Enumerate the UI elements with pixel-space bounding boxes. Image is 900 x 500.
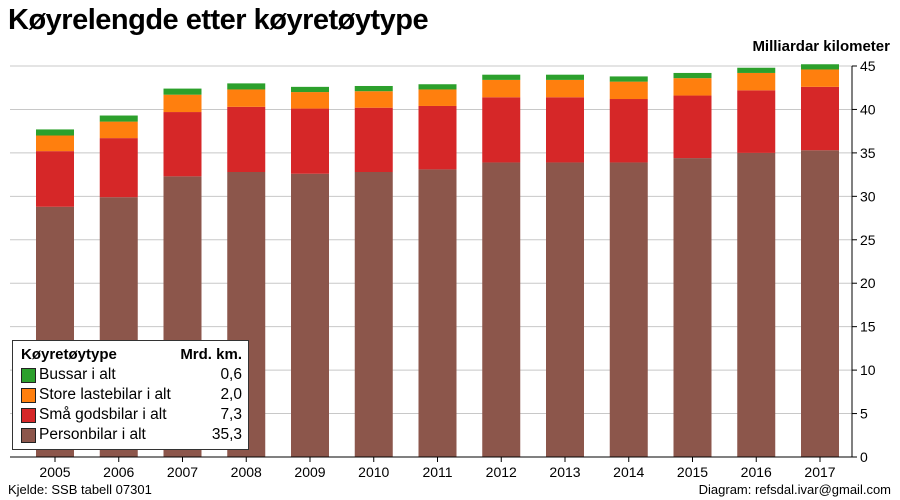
- legend-value-large-trucks: 2,0: [220, 386, 242, 403]
- x-tick-label: 2017: [804, 464, 835, 480]
- bar-segment: [482, 162, 521, 458]
- bar-segment: [482, 74, 521, 80]
- x-tick-label: 2006: [103, 464, 134, 480]
- bar-segment: [291, 86, 329, 93]
- bar-segment: [482, 79, 521, 98]
- chart-title: Køyrelengde etter køyretøytype: [8, 4, 429, 36]
- legend-label-vans: Små godsbilar i alt: [39, 406, 167, 423]
- axes: 0 5 10 15 20 25 30 35 40 45 2005 2006 2007 2008 2009 20…: [10, 58, 876, 480]
- x-tick-label: 2010: [358, 464, 389, 480]
- source-note: Kjelde: SSB tabell 07301: [8, 482, 152, 497]
- bar-segment: [673, 95, 712, 159]
- legend-item-large-trucks: Store lastebilar i alt 2,0: [21, 385, 242, 405]
- bar-segment: [801, 64, 839, 70]
- bar-segment: [354, 107, 393, 173]
- bar-segment: [546, 74, 584, 80]
- legend-item-buses: Bussar i alt 0,6: [21, 365, 242, 385]
- bar-segment: [99, 138, 138, 198]
- legend-value-cars: 35,3: [211, 426, 242, 443]
- legend-label-large-trucks: Store lastebilar i alt: [39, 386, 171, 403]
- x-tick-label: 2005: [39, 464, 70, 480]
- bar-segment: [163, 88, 202, 95]
- y-tick-label: 10: [860, 362, 876, 378]
- y-tick-label: 30: [860, 188, 876, 204]
- x-tick-label: 2011: [422, 464, 452, 480]
- bar-segment: [36, 135, 74, 152]
- bar-segment: [418, 84, 457, 90]
- legend-value-vans: 7,3: [220, 406, 242, 423]
- bar-segment: [36, 129, 74, 136]
- bar-segment: [163, 94, 202, 113]
- y-tick-label: 0: [860, 449, 868, 465]
- x-tick-label: 2014: [613, 464, 644, 480]
- legend-label-buses: Bussar i alt: [39, 366, 116, 383]
- legend-swatch-large-trucks: [21, 387, 36, 403]
- y-tick-label: 45: [860, 58, 876, 74]
- bar-segment: [737, 72, 776, 91]
- bar-segment: [291, 92, 329, 109]
- x-tick-label: 2012: [486, 464, 517, 480]
- legend-header: Køyretøytype Mrd. km.: [21, 345, 242, 365]
- bar-segment: [609, 99, 648, 163]
- legend-col-value: Mrd. km.: [180, 346, 242, 363]
- y-tick-label: 35: [860, 145, 876, 161]
- bar-segment: [227, 83, 266, 90]
- legend-col-type: Køyretøytype: [21, 346, 117, 363]
- bar-segment: [609, 81, 648, 100]
- x-tick-label: 2007: [167, 464, 198, 480]
- bar-segment: [354, 85, 393, 92]
- bar-segment: [673, 158, 712, 457]
- legend-swatch-buses: [21, 367, 36, 383]
- bar-segment: [354, 91, 393, 108]
- bar-segment: [99, 115, 138, 122]
- bar-segment: [546, 79, 584, 98]
- bar-segment: [227, 106, 266, 173]
- bar-segment: [163, 112, 202, 177]
- bar-segment: [673, 72, 712, 79]
- legend-label-cars: Personbilar i alt: [39, 426, 146, 443]
- bar-segment: [546, 97, 584, 163]
- y-tick-label: 20: [860, 275, 876, 291]
- x-tick-label: 2009: [294, 464, 325, 480]
- bar-segment: [801, 150, 839, 457]
- bar-segment: [609, 76, 648, 82]
- x-tick-label: 2015: [677, 464, 708, 480]
- bar-segment: [291, 108, 329, 174]
- y-tick-label: 15: [860, 319, 876, 335]
- legend-item-cars: Personbilar i alt 35,3: [21, 425, 242, 445]
- y-tick-label: 40: [860, 101, 876, 117]
- credit-note: Diagram: refsdal.ivar@gmail.com: [698, 482, 891, 497]
- bar-segment: [737, 152, 776, 457]
- bar-segment: [737, 90, 776, 153]
- bar-segment: [418, 89, 457, 106]
- legend-item-vans: Små godsbilar i alt 7,3: [21, 405, 242, 425]
- bar-segment: [801, 69, 839, 87]
- bar-segment: [291, 173, 329, 457]
- bar-segment: [36, 151, 74, 207]
- y-tick-label: 25: [860, 232, 876, 248]
- bar-segment: [801, 86, 839, 151]
- bar-segment: [737, 67, 776, 73]
- y-tick-label: 5: [860, 406, 868, 422]
- legend-swatch-cars: [21, 427, 36, 443]
- x-tick-label: 2013: [549, 464, 580, 480]
- bar-segment: [482, 97, 521, 163]
- bar-segment: [673, 78, 712, 96]
- x-tick-label: 2016: [741, 464, 772, 480]
- bar-segment: [418, 105, 457, 170]
- bar-segment: [227, 89, 266, 107]
- bar-segment: [99, 121, 138, 139]
- bar-segment: [546, 162, 584, 458]
- bar-segment: [354, 172, 393, 457]
- bar-segment: [609, 162, 648, 458]
- bar-segment: [418, 169, 457, 458]
- legend-swatch-vans: [21, 407, 36, 423]
- legend: Køyretøytype Mrd. km. Bussar i alt 0,6 S…: [12, 340, 249, 450]
- x-tick-label: 2008: [231, 464, 262, 480]
- y-axis-unit-label: Milliardar kilometer: [752, 38, 890, 55]
- legend-value-buses: 0,6: [220, 366, 242, 383]
